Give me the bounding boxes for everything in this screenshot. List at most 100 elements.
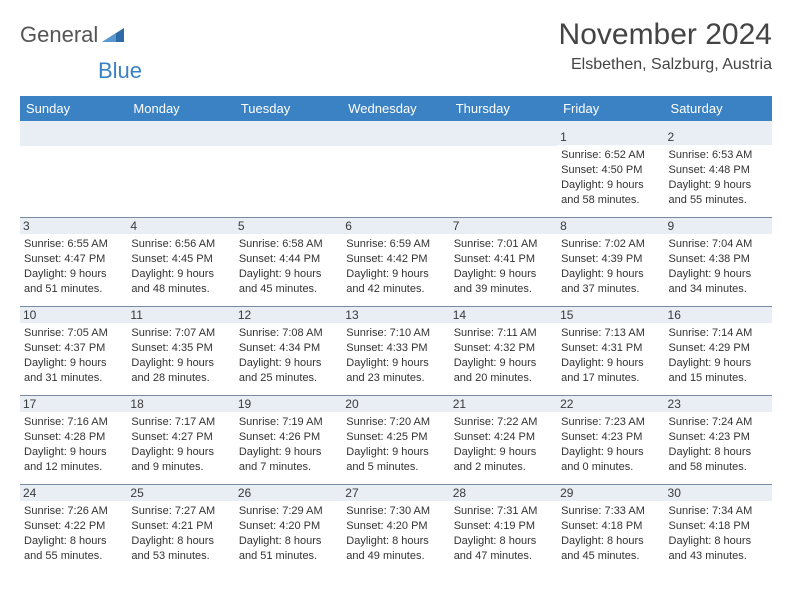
- daylight-text: Daylight: 9 hours and 23 minutes.: [346, 356, 445, 386]
- day-cell-30: 30 Sunrise: 7:34 AMSunset: 4:18 PMDayligh…: [665, 485, 772, 573]
- sunrise-text: Sunrise: 6:58 AM: [239, 237, 338, 252]
- day-cell-12: 12Sunrise: 7:08 AMSunset: 4:34 PMDayligh…: [235, 307, 342, 395]
- logo: General: [20, 18, 126, 48]
- day-number: 14: [450, 307, 557, 323]
- sunset-text: Sunset: 4:27 PM: [131, 430, 230, 445]
- sunset-text: Sunset: 4:41 PM: [454, 252, 553, 267]
- day-details: Sunrise: 7:22 AMSunset: 4:24 PMDaylight:…: [454, 415, 553, 474]
- sunrise-text: Sunrise: 7:02 AM: [561, 237, 660, 252]
- sunrise-text: Sunrise: 7:30 AM: [346, 504, 445, 519]
- daylight-text: Daylight: 9 hours and 48 minutes.: [131, 267, 230, 297]
- daylight-text: Daylight: 9 hours and 34 minutes.: [669, 267, 768, 297]
- day-cell-19: 19Sunrise: 7:19 AMSunset: 4:26 PMDayligh…: [235, 396, 342, 484]
- sunrise-text: Sunrise: 7:08 AM: [239, 326, 338, 341]
- sunset-text: Sunset: 4:29 PM: [669, 341, 768, 356]
- location-text: Elsbethen, Salzburg, Austria: [559, 56, 772, 74]
- day-number: 13: [342, 307, 449, 323]
- day-details: Sunrise: 7:26 AMSunset: 4:22 PMDaylight:…: [24, 504, 123, 563]
- day-details: Sunrise: 6:59 AMSunset: 4:42 PMDaylight:…: [346, 237, 445, 296]
- day-details: Sunrise: 7:29 AMSunset: 4:20 PMDaylight:…: [239, 504, 338, 563]
- daylight-text: Daylight: 8 hours and 58 minutes.: [669, 445, 768, 475]
- day-cell-3: 3Sunrise: 6:55 AMSunset: 4:47 PMDaylight…: [20, 218, 127, 306]
- day-cell-26: 26 Sunrise: 7:29 AMSunset: 4:20 PMDayligh…: [235, 485, 342, 573]
- sunset-text: Sunset: 4:18 PM: [669, 519, 768, 534]
- sunset-text: Sunset: 4:48 PM: [669, 163, 768, 178]
- week-row: 17Sunrise: 7:16 AMSunset: 4:28 PMDayligh…: [20, 395, 772, 484]
- sunset-text: Sunset: 4:28 PM: [24, 430, 123, 445]
- daylight-text: Daylight: 9 hours and 39 minutes.: [454, 267, 553, 297]
- weekday-header-row: SundayMondayTuesdayWednesdayThursdayFrid…: [20, 96, 772, 121]
- day-cell-4: 4 Sunrise: 6:56 AMSunset: 4:45 PMDaylight…: [127, 218, 234, 306]
- sunrise-text: Sunrise: 7:27 AM: [131, 504, 230, 519]
- day-cell-empty: [127, 129, 234, 217]
- daylight-text: Daylight: 8 hours and 43 minutes.: [669, 534, 768, 564]
- sunset-text: Sunset: 4:26 PM: [239, 430, 338, 445]
- sunset-text: Sunset: 4:19 PM: [454, 519, 553, 534]
- day-details: Sunrise: 7:05 AMSunset: 4:37 PMDaylight:…: [24, 326, 123, 385]
- sunrise-text: Sunrise: 6:56 AM: [131, 237, 230, 252]
- day-details: Sunrise: 7:19 AMSunset: 4:26 PMDaylight:…: [239, 415, 338, 474]
- day-number: 26: [235, 485, 342, 501]
- sunset-text: Sunset: 4:50 PM: [561, 163, 660, 178]
- day-number: 4: [127, 218, 234, 234]
- weekday-wednesday: Wednesday: [342, 96, 449, 121]
- day-cell-29: 29Sunrise: 7:33 AMSunset: 4:18 PMDayligh…: [557, 485, 664, 573]
- day-number: 5: [235, 218, 342, 234]
- day-cell-18: 18Sunrise: 7:17 AMSunset: 4:27 PMDayligh…: [127, 396, 234, 484]
- day-number: 27: [342, 485, 449, 501]
- weekday-thursday: Thursday: [450, 96, 557, 121]
- day-number: 21: [450, 396, 557, 412]
- day-cell-empty: [342, 129, 449, 217]
- day-cell-6: 6Sunrise: 6:59 AMSunset: 4:42 PMDaylight…: [342, 218, 449, 306]
- day-cell-14: 14 Sunrise: 7:11 AMSunset: 4:32 PMDayligh…: [450, 307, 557, 395]
- day-details: Sunrise: 6:55 AMSunset: 4:47 PMDaylight:…: [24, 237, 123, 296]
- calendar-page: General November 2024 Elsbethen, Salzbur…: [0, 0, 792, 573]
- sunset-text: Sunset: 4:47 PM: [24, 252, 123, 267]
- sunset-text: Sunset: 4:23 PM: [669, 430, 768, 445]
- sunrise-text: Sunrise: 7:13 AM: [561, 326, 660, 341]
- week-row: 24 Sunrise: 7:26 AMSunset: 4:22 PMDayligh…: [20, 484, 772, 573]
- day-details: Sunrise: 7:11 AMSunset: 4:32 PMDaylight:…: [454, 326, 553, 385]
- day-details: Sunrise: 6:56 AMSunset: 4:45 PMDaylight:…: [131, 237, 230, 296]
- day-cell-2: 2Sunrise: 6:53 AMSunset: 4:48 PMDaylight…: [665, 129, 772, 217]
- weeks-container: 1Sunrise: 6:52 AMSunset: 4:50 PMDaylight…: [20, 129, 772, 573]
- daylight-text: Daylight: 8 hours and 55 minutes.: [24, 534, 123, 564]
- daylight-text: Daylight: 9 hours and 25 minutes.: [239, 356, 338, 386]
- sunset-text: Sunset: 4:23 PM: [561, 430, 660, 445]
- sunrise-text: Sunrise: 7:14 AM: [669, 326, 768, 341]
- day-details: Sunrise: 7:23 AMSunset: 4:23 PMDaylight:…: [561, 415, 660, 474]
- daylight-text: Daylight: 9 hours and 28 minutes.: [131, 356, 230, 386]
- day-cell-8: 8Sunrise: 7:02 AMSunset: 4:39 PMDaylight…: [557, 218, 664, 306]
- week-row: 10Sunrise: 7:05 AMSunset: 4:37 PMDayligh…: [20, 306, 772, 395]
- day-details: Sunrise: 7:07 AMSunset: 4:35 PMDaylight:…: [131, 326, 230, 385]
- day-cell-1: 1 Sunrise: 6:52 AMSunset: 4:50 PMDaylight…: [557, 129, 664, 217]
- daylight-text: Daylight: 8 hours and 49 minutes.: [346, 534, 445, 564]
- day-number: 12: [235, 307, 342, 323]
- day-cell-11: 11Sunrise: 7:07 AMSunset: 4:35 PMDayligh…: [127, 307, 234, 395]
- sunrise-text: Sunrise: 7:20 AM: [346, 415, 445, 430]
- day-number: 16: [665, 307, 772, 323]
- sunrise-text: Sunrise: 6:52 AM: [561, 148, 660, 163]
- sunrise-text: Sunrise: 7:22 AM: [454, 415, 553, 430]
- day-details: Sunrise: 7:02 AMSunset: 4:39 PMDaylight:…: [561, 237, 660, 296]
- sunset-text: Sunset: 4:24 PM: [454, 430, 553, 445]
- day-details: Sunrise: 7:33 AMSunset: 4:18 PMDaylight:…: [561, 504, 660, 563]
- calendar-grid: SundayMondayTuesdayWednesdayThursdayFrid…: [20, 96, 772, 573]
- sunrise-text: Sunrise: 7:34 AM: [669, 504, 768, 519]
- day-number: [342, 129, 449, 146]
- sunrise-text: Sunrise: 7:24 AM: [669, 415, 768, 430]
- sunset-text: Sunset: 4:42 PM: [346, 252, 445, 267]
- weekday-tuesday: Tuesday: [235, 96, 342, 121]
- day-number: 1: [557, 129, 664, 145]
- day-number: [450, 129, 557, 146]
- weekday-monday: Monday: [127, 96, 234, 121]
- day-cell-16: 16 Sunrise: 7:14 AMSunset: 4:29 PMDayligh…: [665, 307, 772, 395]
- day-details: Sunrise: 6:52 AMSunset: 4:50 PMDaylight:…: [561, 148, 660, 207]
- sunset-text: Sunset: 4:44 PM: [239, 252, 338, 267]
- day-details: Sunrise: 7:13 AMSunset: 4:31 PMDaylight:…: [561, 326, 660, 385]
- day-number: 30: [665, 485, 772, 501]
- day-details: Sunrise: 7:14 AMSunset: 4:29 PMDaylight:…: [669, 326, 768, 385]
- daylight-text: Daylight: 9 hours and 7 minutes.: [239, 445, 338, 475]
- day-number: 24: [20, 485, 127, 501]
- weekday-friday: Friday: [557, 96, 664, 121]
